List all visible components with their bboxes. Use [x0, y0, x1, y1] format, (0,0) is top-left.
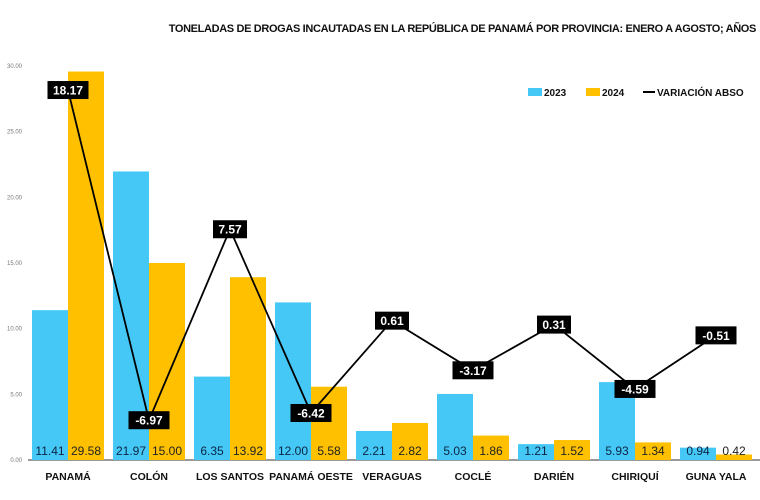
variation-label: 18.17	[53, 84, 83, 98]
data-label-2023: 5.93	[605, 444, 629, 458]
x-tick-label: COCLÉ	[455, 470, 492, 483]
data-label-2024: 5.58	[317, 444, 341, 458]
variation-label: 0.31	[542, 318, 566, 332]
y-tick-label: 5.00	[10, 392, 22, 398]
variation-label-box	[537, 315, 571, 334]
x-tick-label: COLÓN	[130, 470, 168, 483]
chart-title: TONELADAS DE DROGAS INCAUTADAS EN LA REP…	[168, 23, 757, 35]
legend-label-2023: 2023	[544, 88, 567, 99]
variation-label: -0.51	[702, 329, 730, 343]
y-tick-label: 15.00	[7, 261, 23, 267]
variation-label: -3.17	[459, 364, 487, 378]
variation-label: -4.59	[621, 382, 649, 396]
bar-2023	[437, 393, 473, 460]
bar-2024	[473, 435, 509, 460]
data-label-2023: 6.35	[200, 444, 224, 458]
legend-swatch-2023	[528, 88, 542, 96]
bar-2024	[392, 422, 428, 460]
variation-label-box	[375, 311, 409, 330]
data-label-2024: 1.52	[560, 444, 584, 458]
x-tick-label: PANAMÁ	[45, 470, 91, 483]
bar-2023	[680, 447, 716, 460]
data-label-2023: 11.41	[35, 444, 64, 458]
variation-label: 0.61	[380, 314, 404, 328]
data-label-2024: 29.58	[71, 444, 101, 458]
data-label-2024: 2.82	[398, 444, 422, 458]
bar-2024	[230, 277, 266, 460]
data-label-2023: 12.00	[278, 444, 308, 458]
bar-2024	[149, 263, 185, 460]
x-tick-label: CHIRIQUÍ	[611, 470, 659, 483]
y-tick-label: 20.00	[7, 195, 23, 201]
bar-2024	[635, 442, 671, 460]
variation-label-box	[614, 379, 656, 398]
data-label-2023: 0.94	[686, 444, 710, 458]
x-tick-label: PANAMÁ OESTE	[269, 470, 353, 483]
variation-label-box	[695, 326, 737, 345]
y-tick-label: 0.00	[10, 458, 22, 464]
legend-swatch-2024	[586, 88, 600, 96]
y-tick-label: 30.00	[7, 64, 23, 70]
bar-2024	[716, 454, 752, 460]
variation-label: -6.42	[297, 406, 325, 420]
bar-2024	[311, 386, 347, 460]
bar-2024	[554, 440, 590, 460]
variation-label-box	[290, 403, 332, 422]
x-tick-label: VERAGUAS	[362, 471, 422, 483]
bar-2024	[68, 71, 104, 461]
data-label-2023: 2.21	[362, 444, 386, 458]
data-label-2024: 1.86	[479, 444, 503, 458]
bar-2023	[518, 444, 554, 460]
data-label-2023: 21.97	[116, 444, 146, 458]
data-label-2024: 13.92	[233, 444, 263, 458]
variation-label-box	[47, 81, 89, 100]
x-tick-label: GUNA YALA	[686, 471, 747, 483]
y-tick-label: 10.00	[7, 327, 23, 333]
legend-label-variation: VARIACIÓN ABSO	[657, 86, 744, 99]
data-label-2023: 1.21	[524, 444, 548, 458]
bar-2023	[275, 302, 311, 460]
data-label-2024: 0.42	[722, 444, 746, 458]
variation-label-box	[452, 361, 494, 380]
legend-label-2024: 2024	[602, 88, 625, 99]
bar-2023	[194, 376, 230, 460]
x-tick-label: LOS SANTOS	[196, 471, 264, 483]
variation-label: 7.57	[218, 223, 242, 237]
variation-label: -6.97	[135, 414, 163, 428]
variation-label-box	[213, 220, 247, 239]
variation-label-box	[128, 411, 170, 430]
data-label-2024: 1.34	[641, 444, 665, 458]
data-label-2024: 15.00	[152, 444, 182, 458]
bar-2023	[356, 430, 392, 460]
bar-2023	[32, 310, 68, 460]
data-label-2023: 5.03	[443, 444, 467, 458]
x-tick-label: DARIÉN	[534, 470, 574, 483]
y-tick-label: 25.00	[7, 130, 23, 136]
